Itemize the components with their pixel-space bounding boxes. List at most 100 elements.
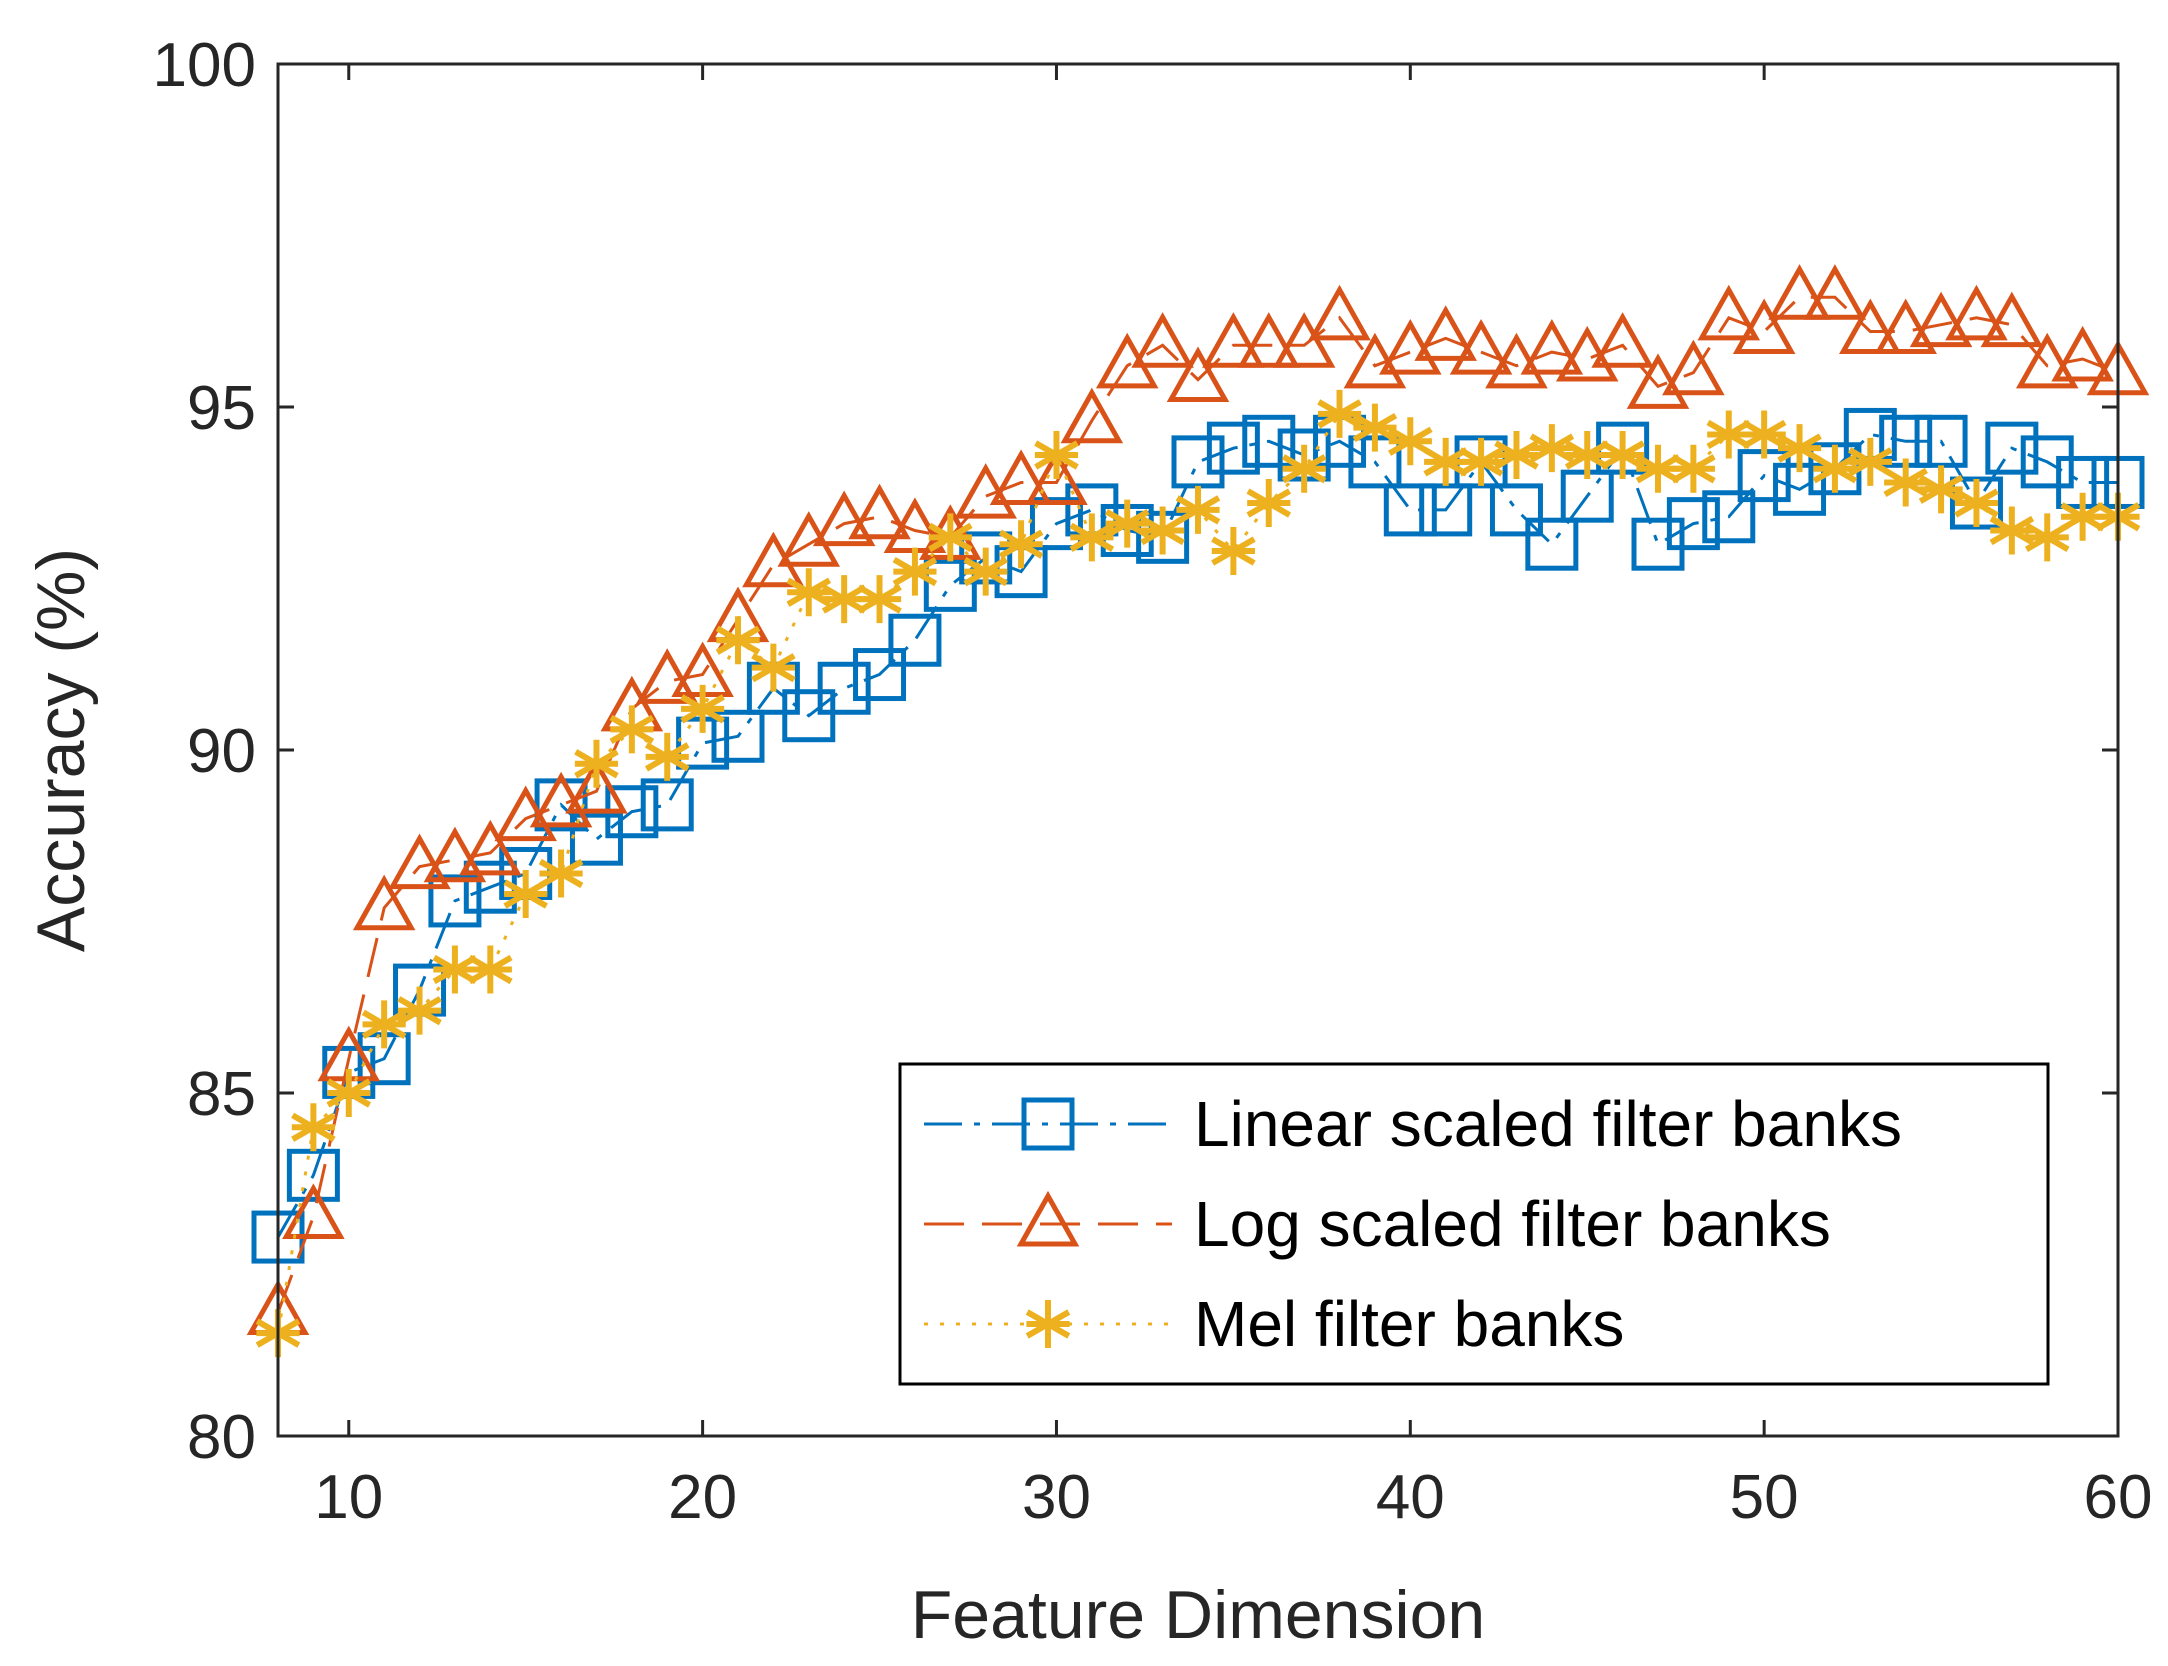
marker-asterisk <box>751 643 796 692</box>
legend-entry: Mel filter banks <box>924 1288 1624 1360</box>
marker-triangle <box>423 826 487 883</box>
marker-asterisk <box>609 705 655 754</box>
marker-square <box>1525 517 1579 571</box>
marker-asterisk <box>1281 444 1327 493</box>
marker-square <box>1702 490 1756 544</box>
marker-triangle <box>1016 1190 1080 1247</box>
marker-square <box>1383 483 1437 537</box>
marker-asterisk <box>574 739 619 788</box>
series-log-scaled-filter-banks <box>246 264 2150 1336</box>
legend-label: Mel filter banks <box>1194 1288 1624 1360</box>
legend: Linear scaled filter banks Log scaled fil… <box>898 1062 2050 1386</box>
legend-box <box>898 1062 2050 1386</box>
marker-asterisk <box>928 513 973 562</box>
marker-triangle <box>1980 291 2044 348</box>
marker-asterisk <box>1246 479 1292 528</box>
marker-triangle <box>1520 319 1584 375</box>
marker-square <box>1242 414 1296 468</box>
marker-asterisk <box>1954 479 1999 528</box>
marker-triangle <box>565 758 628 814</box>
marker-triangle <box>388 833 451 890</box>
marker-triangle <box>1839 298 1902 355</box>
marker-triangle <box>777 511 841 567</box>
marker-triangle <box>1060 387 1124 444</box>
marker-asterisk <box>503 870 548 919</box>
marker-square <box>853 648 907 702</box>
marker-asterisk <box>1741 410 1787 459</box>
marker-triangle <box>459 819 522 876</box>
marker-asterisk <box>1317 389 1362 438</box>
legend-entry: Log scaled filter banks <box>924 1188 1831 1260</box>
y-tick-label: 80 <box>187 1403 256 1472</box>
marker-square <box>2020 435 2074 489</box>
marker-triangle <box>1237 312 1301 368</box>
y-axis-title: Accuracy (%) <box>23 548 99 952</box>
marker-square <box>1029 497 1083 551</box>
marker-square <box>1021 1097 1075 1151</box>
marker-triangle <box>352 874 416 931</box>
marker-triangle <box>282 1183 345 1239</box>
marker-square <box>1419 483 1473 537</box>
marker-triangle <box>1909 291 1973 348</box>
marker-square <box>888 613 942 667</box>
marker-asterisk <box>1025 1300 1071 1348</box>
y-tick-label: 85 <box>187 1060 256 1129</box>
marker-asterisk <box>291 1103 336 1152</box>
legend-entry: Linear scaled filter banks <box>924 1088 1902 1160</box>
marker-asterisk <box>1352 403 1398 452</box>
marker-triangle <box>848 483 911 540</box>
marker-asterisk <box>644 732 690 781</box>
marker-triangle <box>1874 298 1937 355</box>
marker-asterisk <box>998 520 1044 569</box>
axes-box <box>276 62 2120 1438</box>
marker-asterisk <box>680 684 725 733</box>
marker-asterisk <box>1069 513 1115 562</box>
marker-asterisk <box>468 945 513 994</box>
series-mel-filter-banks <box>255 389 2141 1358</box>
marker-triangle <box>1131 312 1194 368</box>
y-tick-label: 95 <box>187 374 256 443</box>
marker-asterisk <box>397 986 442 1035</box>
marker-asterisk <box>1175 485 1221 534</box>
marker-triangle <box>1732 298 1796 355</box>
marker-triangle <box>812 490 876 547</box>
y-tick-label: 90 <box>187 717 256 786</box>
legend-label: Log scaled filter banks <box>1194 1188 1831 1260</box>
x-tick-label: 10 <box>314 1463 383 1532</box>
marker-asterisk <box>1777 424 1822 473</box>
x-tick-label: 30 <box>1022 1463 1091 1532</box>
marker-square <box>711 709 765 763</box>
marker-square <box>640 778 694 832</box>
marker-square <box>1631 517 1685 571</box>
marker-triangle <box>1272 312 1336 368</box>
marker-asterisk <box>326 1069 372 1117</box>
series-markers <box>246 264 2150 1336</box>
x-axis-title: Feature Dimension <box>911 1577 1485 1653</box>
marker-square <box>1171 435 1225 489</box>
marker-asterisk <box>1671 444 1716 493</box>
marker-asterisk <box>857 575 902 624</box>
marker-triangle <box>1803 264 1867 320</box>
marker-square <box>1489 483 1543 537</box>
marker-asterisk <box>1034 431 1079 480</box>
marker-square <box>1985 421 2039 475</box>
marker-triangle <box>1202 312 1265 368</box>
marker-asterisk <box>1918 465 1964 514</box>
marker-triangle <box>2015 332 2079 389</box>
marker-asterisk <box>1104 499 1150 548</box>
marker-square <box>1206 421 1260 475</box>
marker-asterisk <box>715 616 761 665</box>
marker-triangle <box>2051 325 2114 382</box>
marker-triangle <box>1662 339 1725 396</box>
marker-asterisk <box>1458 437 1504 486</box>
y-tick-label: 100 <box>153 31 256 100</box>
marker-asterisk <box>1564 431 1610 480</box>
marker-triangle <box>1095 332 1159 389</box>
marker-square <box>817 661 871 715</box>
x-tick-label: 40 <box>1376 1463 1445 1532</box>
marker-triangle <box>635 648 699 704</box>
series-layer <box>246 264 2150 1358</box>
marker-triangle <box>1308 284 1371 341</box>
marker-asterisk <box>1600 431 1645 480</box>
